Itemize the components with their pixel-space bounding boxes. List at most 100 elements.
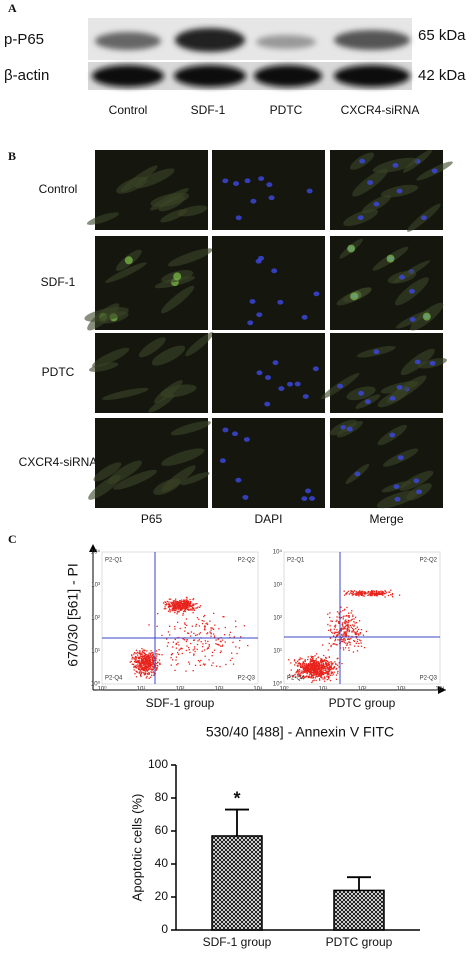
event-dot: [298, 672, 300, 674]
event-dot: [315, 662, 318, 664]
bar: [211, 835, 263, 931]
event-dot: [357, 628, 360, 631]
event-dot: [307, 666, 309, 668]
row-label: SDF-1: [41, 275, 76, 289]
event-dot: [208, 645, 210, 647]
event-dot: [315, 653, 318, 655]
event-dot: [298, 674, 301, 676]
event-dot: [311, 659, 313, 661]
event-dot: [184, 606, 186, 608]
event-dot: [148, 661, 150, 663]
event-dot: [360, 640, 362, 642]
event-dot: [183, 639, 186, 641]
event-dot: [369, 595, 372, 597]
event-dot: [133, 665, 135, 667]
event-dot: [319, 670, 322, 673]
event-dot: [346, 631, 348, 633]
event-dot: [147, 666, 149, 669]
event-dot: [327, 649, 329, 651]
event-dot: [139, 673, 142, 676]
event-dot: [231, 657, 233, 660]
event-dot: [301, 670, 303, 672]
event-dot: [377, 593, 379, 595]
event-dot: [288, 673, 291, 676]
event-dot: [135, 649, 138, 651]
event-dot: [145, 662, 147, 665]
event-dot: [309, 662, 311, 664]
event-dot: [384, 596, 386, 598]
event-dot: [380, 590, 382, 592]
event-dot: [320, 659, 323, 661]
event-dot: [141, 662, 143, 665]
event-dot: [221, 639, 224, 641]
event-dot: [330, 620, 332, 622]
event-dot: [341, 640, 343, 643]
cell: [170, 421, 211, 436]
event-dot: [332, 643, 334, 645]
event-dot: [189, 635, 192, 637]
event-dot: [319, 669, 321, 671]
event-dot: [136, 651, 139, 654]
event-dot: [343, 590, 345, 592]
event-dot: [135, 658, 137, 661]
event-dot: [331, 674, 333, 676]
event-dot: [229, 636, 231, 639]
event-dot: [171, 607, 174, 610]
event-dot: [152, 661, 155, 663]
event-dot: [186, 608, 189, 611]
event-dot: [150, 650, 152, 652]
y-tick-label: 0: [161, 922, 168, 936]
event-dot: [342, 647, 345, 649]
event-dot: [344, 628, 346, 630]
event-dot: [305, 664, 307, 666]
event-dot: [309, 666, 311, 668]
event-dot: [332, 673, 335, 675]
event-dot: [140, 653, 143, 655]
event-dot: [204, 655, 206, 657]
band: [174, 65, 246, 87]
event-dot: [302, 663, 304, 665]
event-dot: [146, 673, 149, 675]
event-dot: [334, 643, 336, 645]
y-tick-label: 100: [148, 757, 168, 771]
event-dot: [341, 662, 343, 665]
axis-title: Apoptotic cells (%): [129, 794, 144, 902]
nucleus: [264, 401, 271, 407]
event-dot: [168, 634, 171, 636]
event-dot: [212, 662, 214, 664]
event-dot: [296, 673, 299, 675]
band: [334, 65, 410, 87]
event-dot: [336, 631, 338, 634]
event-dot: [220, 650, 222, 652]
event-dot: [326, 668, 328, 670]
event-dot: [204, 614, 206, 617]
event-dot: [185, 604, 188, 606]
event-dot: [203, 649, 206, 651]
event-dot: [305, 668, 307, 670]
event-dot: [135, 657, 137, 660]
event-dot: [333, 635, 335, 637]
event-dot: [190, 642, 192, 645]
event-dot: [143, 669, 146, 671]
nucleus: [306, 188, 313, 194]
event-dot: [320, 669, 322, 672]
event-dot: [317, 661, 319, 663]
event-dot: [205, 642, 207, 645]
event-dot: [360, 628, 363, 631]
event-dot: [178, 606, 180, 608]
event-dot: [170, 598, 172, 600]
event-dot: [228, 634, 231, 636]
event-dot: [336, 616, 338, 618]
event-dot: [333, 665, 336, 668]
event-dot: [315, 658, 317, 660]
event-dot: [149, 660, 151, 662]
event-dot: [174, 611, 176, 614]
nucleus: [389, 396, 396, 401]
nucleus: [277, 299, 284, 305]
event-dot: [176, 602, 178, 604]
event-dot: [140, 658, 143, 661]
event-dot: [306, 675, 308, 677]
event-dot: [327, 668, 329, 670]
event-dot: [211, 664, 213, 667]
event-dot: [182, 612, 184, 615]
